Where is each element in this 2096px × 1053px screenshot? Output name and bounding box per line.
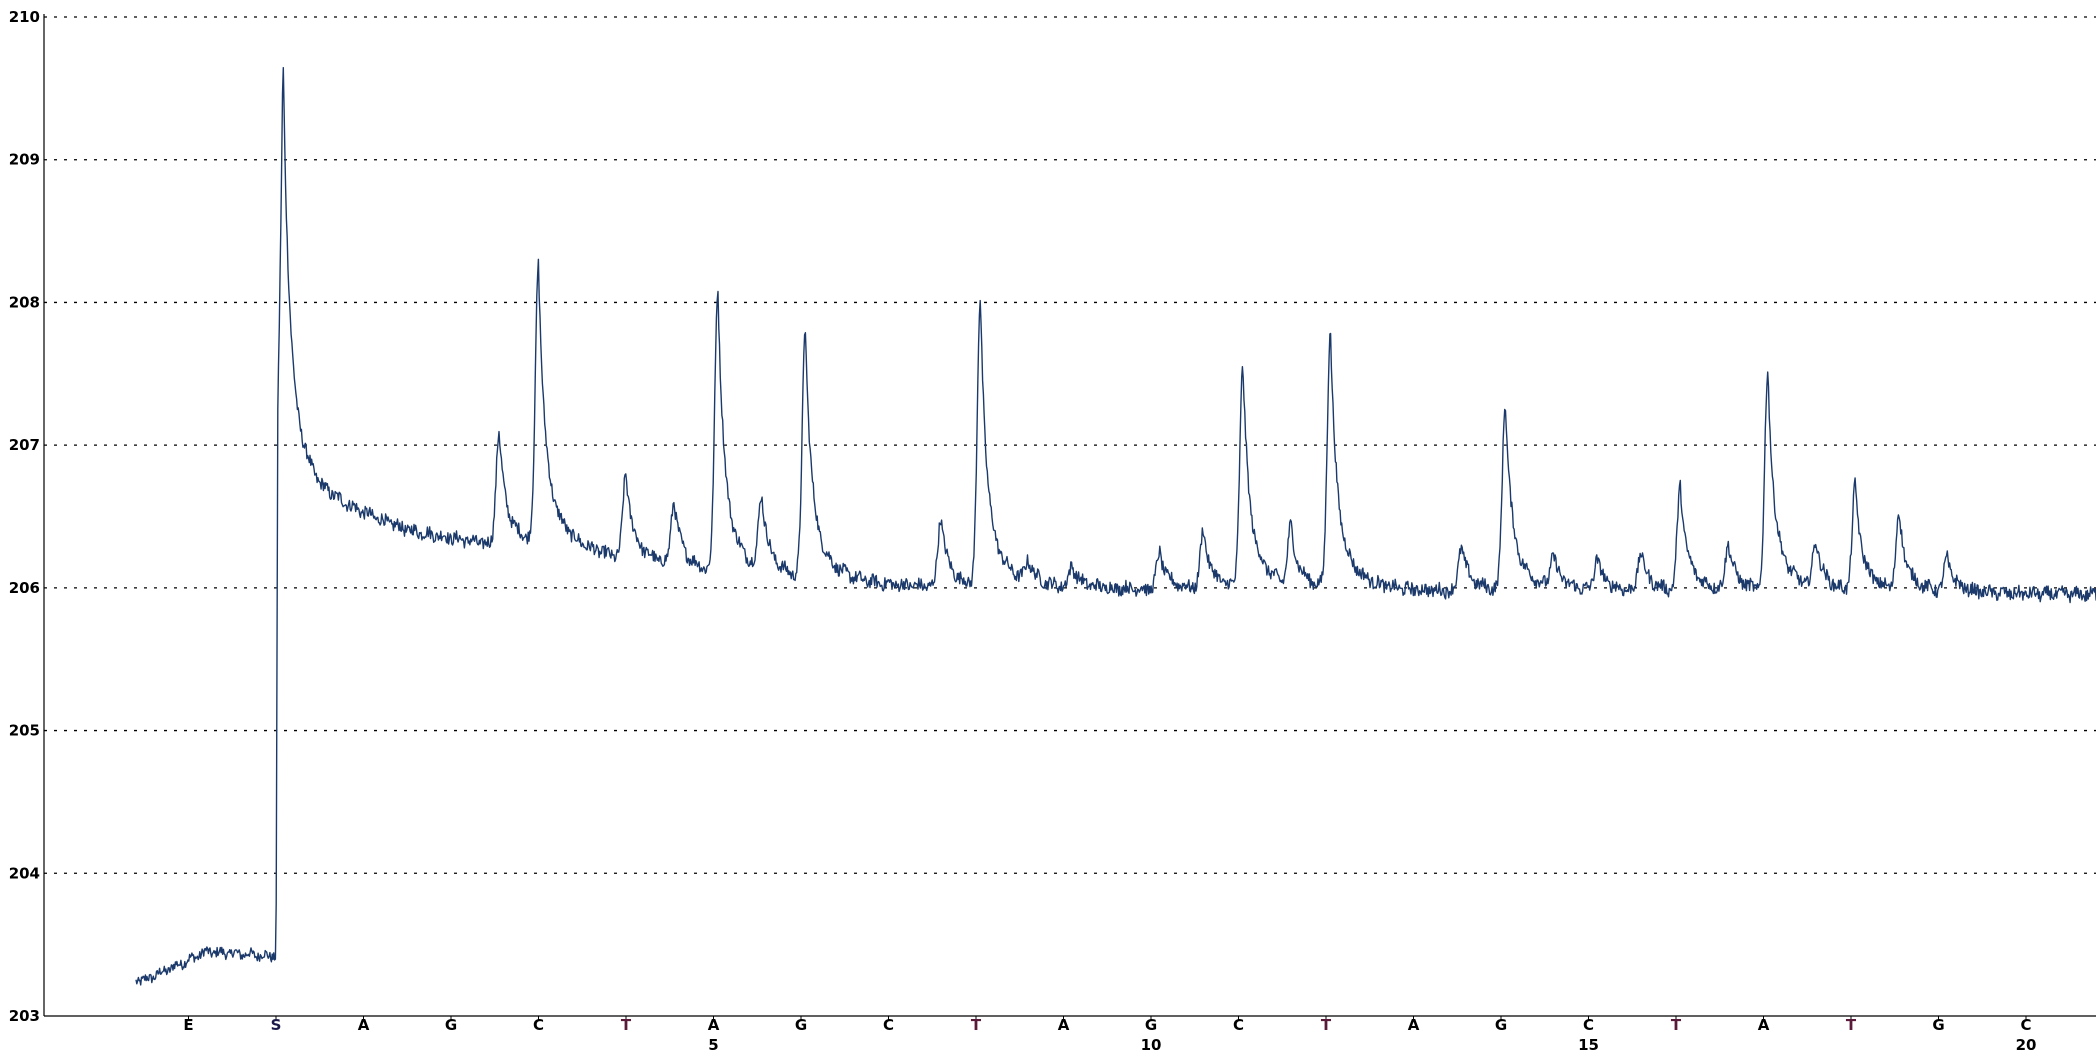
x-category-label: T — [1846, 1016, 1857, 1034]
position-label: 20 — [2016, 1036, 2037, 1053]
x-category-label: T — [1671, 1016, 1682, 1034]
position-label: 10 — [1141, 1036, 1162, 1053]
x-category-label: T — [1321, 1016, 1332, 1034]
x-category-label: C — [2020, 1016, 2031, 1034]
y-tick-labels: 210 209 208 207 206 205 204 203 — [9, 8, 40, 1025]
y-tick-label: 203 — [9, 1007, 40, 1025]
y-tick-label: 210 — [9, 8, 40, 26]
x-category-label: A — [358, 1016, 370, 1034]
x-category-label: A — [1408, 1016, 1420, 1034]
trace-line — [135, 66, 2096, 986]
x-category-label: T — [621, 1016, 632, 1034]
gridlines — [44, 16, 2096, 874]
x-category-label: C — [1583, 1016, 1594, 1034]
x-category-label: G — [1932, 1016, 1944, 1034]
x-category-label: A — [1058, 1016, 1070, 1034]
position-label: 15 — [1578, 1036, 1599, 1053]
y-tick-label: 207 — [9, 436, 40, 454]
x-category-label: C — [533, 1016, 544, 1034]
x-category-label: A — [1758, 1016, 1770, 1034]
x-category-label: E — [183, 1016, 193, 1034]
x-category-label: G — [795, 1016, 807, 1034]
y-tick-label: 204 — [9, 864, 40, 882]
x-category-label: S — [271, 1016, 282, 1034]
y-tick-label: 208 — [9, 293, 40, 311]
x-category-label: G — [1145, 1016, 1157, 1034]
x-category-label: C — [883, 1016, 894, 1034]
y-tick-label: 205 — [9, 722, 40, 740]
position-labels: 5 10 15 20 — [708, 1036, 2036, 1053]
x-category-label: G — [445, 1016, 457, 1034]
x-category-label: G — [1495, 1016, 1507, 1034]
position-label: 5 — [708, 1036, 718, 1053]
signal-trace — [135, 66, 2096, 986]
axes — [43, 14, 2096, 1021]
x-category-label: A — [708, 1016, 720, 1034]
y-tick-label: 206 — [9, 579, 40, 597]
x-category-label: C — [1233, 1016, 1244, 1034]
y-tick-label: 209 — [9, 151, 40, 169]
x-category-label: T — [971, 1016, 982, 1034]
